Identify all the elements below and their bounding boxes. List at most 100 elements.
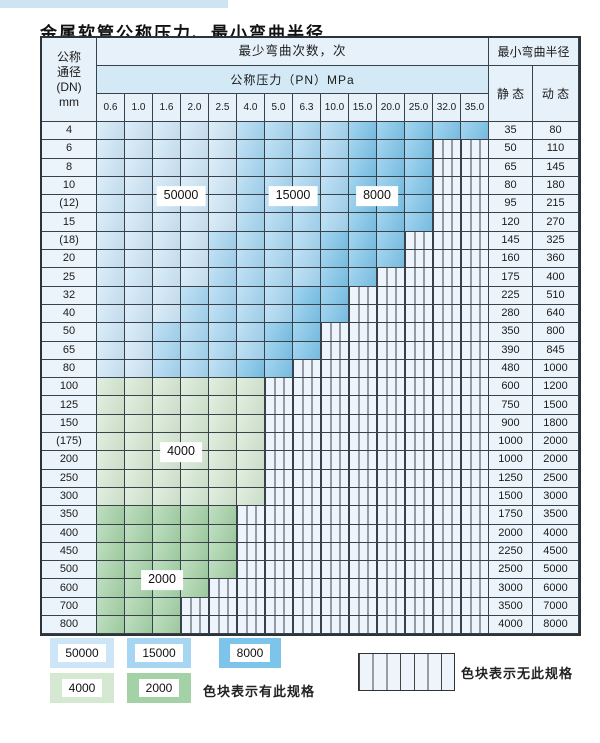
spec-cell <box>181 396 209 415</box>
spec-cell <box>349 140 377 159</box>
spec-cell <box>125 542 153 562</box>
legend-item-8000: 8000 <box>219 638 281 668</box>
spec-cell <box>265 359 293 379</box>
dn-cell: 500 <box>42 561 97 580</box>
spec-cell <box>377 487 405 507</box>
spec-cell <box>321 378 349 397</box>
legend-item-15000: 15000 <box>127 638 191 668</box>
spec-cell <box>321 506 349 525</box>
spec-cell <box>433 304 461 324</box>
spec-cell <box>293 433 321 452</box>
spec-cell <box>433 378 461 397</box>
dn-cell: 4 <box>42 122 97 141</box>
spec-cell <box>405 561 433 580</box>
overlay-label-4000: 4000 <box>160 442 202 462</box>
spec-cell <box>293 487 321 507</box>
spec-cell <box>209 487 237 507</box>
dynamic-cell: 510 <box>533 286 579 305</box>
spec-cell <box>377 286 405 305</box>
spec-cell <box>153 122 181 141</box>
spec-cell <box>377 250 405 269</box>
spec-cell <box>405 231 433 251</box>
spec-cell <box>265 487 293 507</box>
spec-cell <box>377 524 405 543</box>
spec-cell <box>377 451 405 470</box>
spec-cell <box>461 341 489 360</box>
spec-cell <box>125 140 153 159</box>
spec-cell <box>461 451 489 470</box>
spec-cell <box>125 341 153 360</box>
spec-cell <box>209 451 237 470</box>
spec-cell <box>377 506 405 525</box>
spec-cell <box>433 195 461 214</box>
spec-cell <box>349 524 377 543</box>
spec-cell <box>433 213 461 232</box>
spec-cell <box>321 616 349 635</box>
spec-cell <box>433 122 461 141</box>
spec-cell <box>265 158 293 177</box>
spec-cell <box>97 524 125 543</box>
pressure-tick: 32.0 <box>433 94 461 122</box>
spec-cell <box>125 286 153 305</box>
spec-cell <box>349 250 377 269</box>
spec-cell <box>209 616 237 635</box>
spec-cell <box>181 341 209 360</box>
spec-cell <box>265 140 293 159</box>
spec-cell <box>293 524 321 543</box>
spec-cell <box>349 122 377 141</box>
spec-cell <box>97 359 125 379</box>
static-cell: 2500 <box>489 561 533 580</box>
spec-cell <box>265 597 293 617</box>
dn-cell: (18) <box>42 231 97 251</box>
dn-cell: (12) <box>42 195 97 214</box>
spec-cell <box>321 414 349 434</box>
spec-cell <box>181 487 209 507</box>
spec-cell <box>181 286 209 305</box>
legend-item-2000: 2000 <box>127 673 191 703</box>
spec-cell <box>433 469 461 488</box>
spec-cell <box>237 579 265 598</box>
spec-cell <box>181 506 209 525</box>
pressure-tick: 15.0 <box>349 94 377 122</box>
static-cell: 2000 <box>489 524 533 543</box>
dn-cell: 250 <box>42 469 97 488</box>
dn-cell: 600 <box>42 579 97 598</box>
static-cell: 80 <box>489 176 533 196</box>
pressure-tick: 35.0 <box>461 94 489 122</box>
spec-cell <box>97 286 125 305</box>
spec-cell <box>349 341 377 360</box>
spec-cell <box>153 250 181 269</box>
spec-cell <box>405 487 433 507</box>
spec-cell <box>433 341 461 360</box>
dn-cell: 6 <box>42 140 97 159</box>
spec-cell <box>237 213 265 232</box>
spec-cell <box>349 487 377 507</box>
spec-cell <box>321 597 349 617</box>
spec-cell <box>153 213 181 232</box>
spec-cell <box>433 561 461 580</box>
spec-cell <box>209 122 237 141</box>
spec-cell <box>461 176 489 196</box>
spec-cell <box>377 414 405 434</box>
spec-cell <box>125 451 153 470</box>
spec-cell <box>405 506 433 525</box>
page-top-strip <box>0 0 228 8</box>
spec-cell <box>377 378 405 397</box>
spec-cell <box>405 396 433 415</box>
spec-cell <box>97 469 125 488</box>
legend-no-spec-block <box>358 653 455 691</box>
spec-cell <box>237 304 265 324</box>
spec-cell <box>153 231 181 251</box>
spec-cell <box>461 195 489 214</box>
spec-cell <box>349 231 377 251</box>
spec-cell <box>377 304 405 324</box>
spec-cell <box>433 176 461 196</box>
spec-cell <box>349 414 377 434</box>
spec-cell <box>293 231 321 251</box>
dn-cell: 25 <box>42 268 97 287</box>
spec-cell <box>265 451 293 470</box>
dynamic-cell: 110 <box>533 140 579 159</box>
dynamic-cell: 7000 <box>533 597 579 617</box>
pressure-tick: 10.0 <box>321 94 349 122</box>
spec-cell <box>181 414 209 434</box>
